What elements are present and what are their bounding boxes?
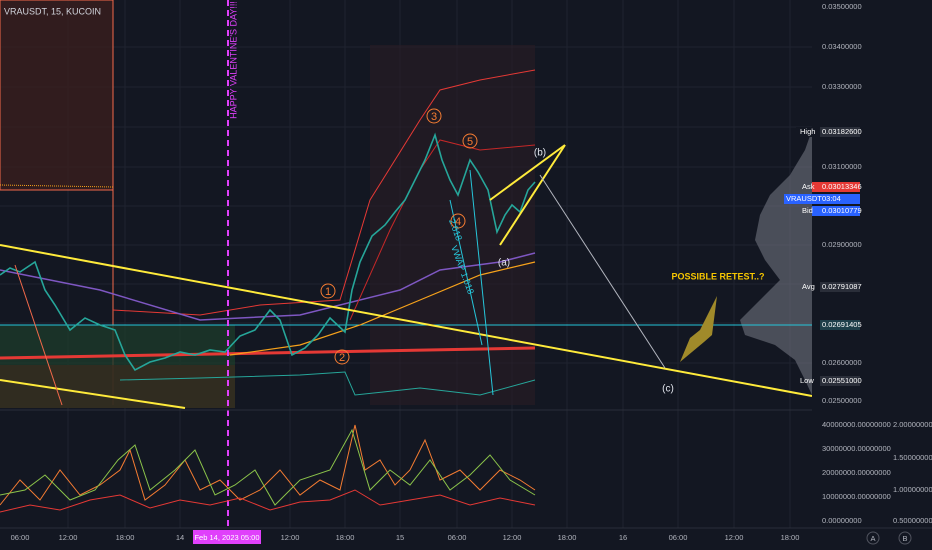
ind-tick: 0.00000000: [822, 516, 862, 525]
support-line: [0, 346, 536, 360]
ind-tick: 2.00000000: [893, 420, 932, 429]
time-tick: 15: [396, 533, 404, 542]
time-tick: 14: [176, 533, 184, 542]
wave-label: (b): [534, 148, 546, 159]
wedge-line: [499, 144, 566, 246]
low-price: 0.02551000: [822, 376, 862, 385]
high-label: High: [800, 127, 815, 136]
high-price: 0.03182600: [822, 127, 862, 136]
time-tick: 06:00: [11, 533, 30, 542]
time-tick: 18:00: [781, 533, 800, 542]
vwap-arrow: [469, 169, 494, 396]
wave-label: 2: [339, 352, 345, 364]
high-price-box: [820, 127, 860, 137]
time-tick: 16: [619, 533, 627, 542]
ask-label: Ask: [802, 182, 815, 191]
time-axis: 06:00 12:00 18:00 14 12:00 18:00 15 06:00 12:00 1…: [11, 533, 800, 542]
price-tick: 0.03400000: [822, 42, 862, 51]
bid-label: Bid: [802, 206, 813, 215]
cursor-time: Feb 14, 2023 05:00: [194, 533, 259, 542]
wave-label: (c): [662, 384, 674, 395]
wave-label: (a): [498, 258, 510, 269]
cursor-box: [193, 530, 261, 544]
price-tick: 0.02600000: [822, 358, 862, 367]
upper-band: [112, 69, 536, 316]
osc-orange: [0, 424, 536, 506]
avg-box: [820, 282, 860, 292]
time-tick: 06:00: [448, 533, 467, 542]
trendline: [0, 244, 813, 397]
footer-button-label[interactable]: B: [902, 534, 907, 543]
retest-note: POSSIBLE RETEST..?: [671, 271, 764, 281]
ind-tick: 40000000.00000000: [822, 420, 891, 429]
low-box: [820, 376, 860, 386]
price-line: [0, 132, 536, 372]
wave-label: 4: [455, 216, 461, 228]
time-tick: 18:00: [116, 533, 135, 542]
avg-price: 0.02791087: [822, 282, 862, 291]
slope-line: [14, 264, 63, 406]
trendline-lower: [0, 379, 186, 409]
ind-tick: 30000000.00000000: [822, 444, 891, 453]
mid-band: [349, 139, 536, 321]
vwap-arrow: [449, 199, 483, 346]
avg-label: Avg: [802, 282, 815, 291]
lower-band: [119, 371, 536, 396]
bid-box: [812, 206, 860, 216]
wedge-line: [489, 144, 566, 201]
ind-tick: 20000000.00000000: [822, 468, 891, 477]
symbol-tag: VRAUSDT: [786, 194, 822, 203]
wave-label: 5: [467, 136, 473, 148]
ind-tick: 0.50000000: [893, 516, 932, 525]
price-tick: 0.03100000: [822, 162, 862, 171]
ind-tick: 1.00000000: [893, 485, 932, 494]
countdown: 03:04: [822, 194, 841, 203]
osc-red: [0, 489, 536, 513]
bid-price: 0.03010779: [822, 206, 862, 215]
symbol-title: VRAUSDT, 15, KUCOIN: [4, 6, 101, 16]
vwap-old: [0, 184, 114, 188]
price-tick: 0.03500000: [822, 2, 862, 11]
price-tick: 0.03300000: [822, 82, 862, 91]
range-box: [0, 0, 113, 190]
footer-button[interactable]: [898, 531, 912, 545]
symbol-box: [784, 194, 860, 204]
time-tick: 12:00: [725, 533, 744, 542]
footer-button[interactable]: [866, 531, 880, 545]
time-tick: 06:00: [669, 533, 688, 542]
time-tick: 12:00: [503, 533, 522, 542]
low-label: Low: [800, 376, 814, 385]
time-tick: 12:00: [281, 533, 300, 542]
level-box: [820, 320, 860, 330]
wave-label: 1: [325, 286, 331, 298]
wave-label: 3: [431, 111, 437, 123]
osc-green: [0, 428, 536, 506]
price-axis: [812, 0, 932, 528]
wave-circles: [320, 108, 478, 365]
level-price: 0.02691405: [822, 320, 862, 329]
projection: [539, 174, 666, 369]
footer-button-label[interactable]: A: [870, 534, 875, 543]
ask-price: 0.03013346: [822, 182, 862, 191]
volume-profile: [740, 130, 812, 395]
ind-tick: 10000000.00000000: [822, 492, 891, 501]
price-tick: 0.02900000: [822, 240, 862, 249]
valentine-note: HAPPY VALENTINE'S DAY!!!: [228, 1, 238, 119]
retest-arrow: [680, 296, 717, 362]
ask-box: [812, 182, 860, 192]
price-tick: 0.02500000: [822, 396, 862, 405]
time-tick: 18:00: [558, 533, 577, 542]
orange-zone: [0, 365, 235, 408]
time-tick: 12:00: [59, 533, 78, 542]
time-tick: 18:00: [336, 533, 355, 542]
ind-tick: 1.50000000: [893, 453, 932, 462]
